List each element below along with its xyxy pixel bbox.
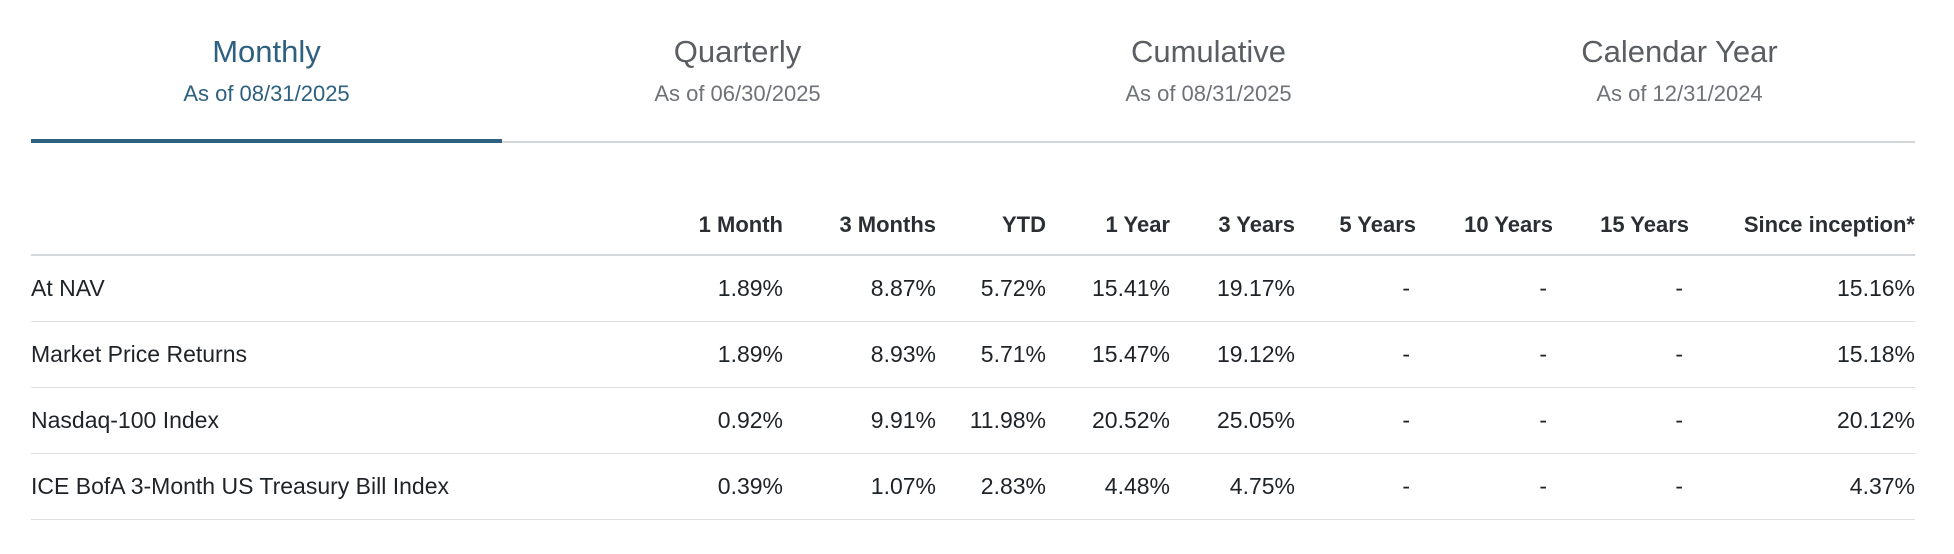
row-name: ICE BofA 3-Month US Treasury Bill Index xyxy=(31,453,631,520)
table-cell: 19.12% xyxy=(1170,321,1295,388)
table-cell: 15.41% xyxy=(1046,255,1170,322)
table-cell: - xyxy=(1416,387,1553,454)
tab-quarterly[interactable]: Quarterly As of 06/30/2025 xyxy=(502,0,973,141)
table-cell: 4.48% xyxy=(1046,453,1170,520)
tab-date: As of 08/31/2025 xyxy=(1125,81,1292,106)
table-cell: 20.52% xyxy=(1046,387,1170,454)
table-cell: 2.83% xyxy=(936,453,1046,520)
table-cell: 1.07% xyxy=(783,453,936,520)
tab-cumulative[interactable]: Cumulative As of 08/31/2025 xyxy=(973,0,1444,141)
column-header: 3 Months xyxy=(783,196,936,256)
table-cell: 8.93% xyxy=(783,321,936,388)
table-cell: 15.16% xyxy=(1689,255,1915,322)
table-cell: 0.39% xyxy=(631,453,783,520)
table-cell: 1.89% xyxy=(631,321,783,388)
table-row: Market Price Returns 1.89% 8.93% 5.71% 1… xyxy=(31,321,1915,388)
tab-calendar-year[interactable]: Calendar Year As of 12/31/2024 xyxy=(1444,0,1915,141)
table-header-row: 1 Month 3 Months YTD 1 Year 3 Years 5 Ye… xyxy=(31,196,1915,256)
column-header: 3 Years xyxy=(1170,196,1295,256)
tab-label: Quarterly xyxy=(673,34,802,69)
table-cell: 20.12% xyxy=(1689,387,1915,454)
table-cell: - xyxy=(1553,321,1689,388)
tab-date: As of 06/30/2025 xyxy=(654,81,821,106)
table-cell: 4.75% xyxy=(1170,453,1295,520)
period-tabs: Monthly As of 08/31/2025 Quarterly As of… xyxy=(31,0,1915,143)
table-cell: - xyxy=(1416,453,1553,520)
table-cell: - xyxy=(1553,453,1689,520)
tab-label: Cumulative xyxy=(1130,34,1287,69)
column-header: 1 Month xyxy=(631,196,783,256)
table-cell: 1.89% xyxy=(631,255,783,322)
table-row: Nasdaq-100 Index 0.92% 9.91% 11.98% 20.5… xyxy=(31,387,1915,454)
table-cell: 5.72% xyxy=(936,255,1046,322)
column-header: 10 Years xyxy=(1416,196,1553,256)
column-header: 1 Year xyxy=(1046,196,1170,256)
table-cell: - xyxy=(1416,321,1553,388)
tab-date: As of 12/31/2024 xyxy=(1596,81,1763,106)
table-cell: - xyxy=(1295,453,1416,520)
tab-monthly[interactable]: Monthly As of 08/31/2025 xyxy=(31,0,502,143)
table-cell: 5.71% xyxy=(936,321,1046,388)
tab-label: Calendar Year xyxy=(1581,34,1778,69)
column-header: 5 Years xyxy=(1295,196,1416,256)
table-cell: - xyxy=(1295,321,1416,388)
tab-label: Monthly xyxy=(212,34,321,69)
table-cell: - xyxy=(1416,255,1553,322)
table-cell: 8.87% xyxy=(783,255,936,322)
table-cell: - xyxy=(1553,255,1689,322)
table-cell: 19.17% xyxy=(1170,255,1295,322)
column-header: Since inception* xyxy=(1689,196,1915,256)
table-cell: 9.91% xyxy=(783,387,936,454)
table-row: At NAV 1.89% 8.87% 5.72% 15.41% 19.17% -… xyxy=(31,255,1915,322)
row-name: Market Price Returns xyxy=(31,321,631,388)
table-cell: 15.47% xyxy=(1046,321,1170,388)
column-header-name xyxy=(31,196,631,256)
table-cell: - xyxy=(1295,255,1416,322)
table-cell: 0.92% xyxy=(631,387,783,454)
active-tab-indicator xyxy=(31,139,502,143)
table-cell: - xyxy=(1295,387,1416,454)
tab-date: As of 08/31/2025 xyxy=(183,81,350,106)
row-name: Nasdaq-100 Index xyxy=(31,387,631,454)
performance-table: 1 Month 3 Months YTD 1 Year 3 Years 5 Ye… xyxy=(31,196,1915,520)
table-cell: 4.37% xyxy=(1689,453,1915,520)
table-row: ICE BofA 3-Month US Treasury Bill Index … xyxy=(31,453,1915,520)
column-header: 15 Years xyxy=(1553,196,1689,256)
column-header: YTD xyxy=(936,196,1046,256)
row-name: At NAV xyxy=(31,255,631,322)
table-cell: 11.98% xyxy=(936,387,1046,454)
table-cell: - xyxy=(1553,387,1689,454)
table-cell: 15.18% xyxy=(1689,321,1915,388)
table-cell: 25.05% xyxy=(1170,387,1295,454)
